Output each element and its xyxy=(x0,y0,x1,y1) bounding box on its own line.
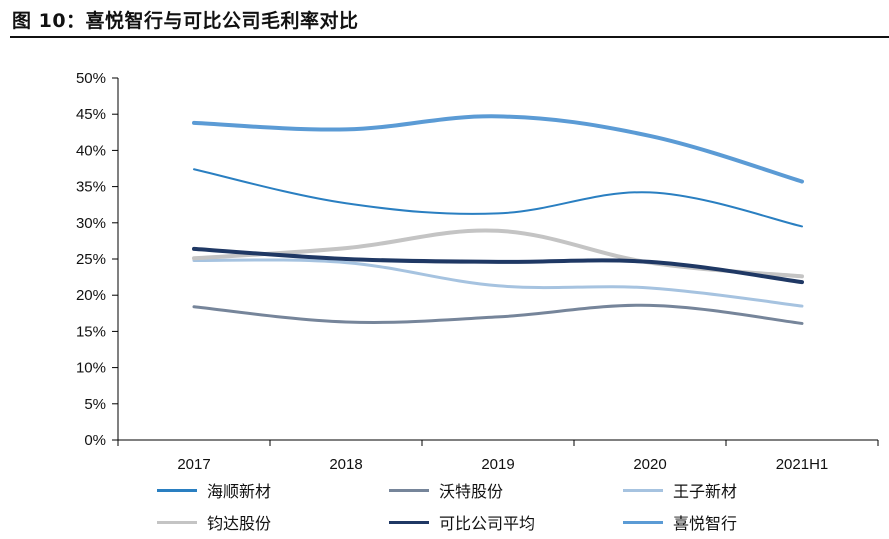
y-tick-label: 50% xyxy=(76,70,106,87)
legend-label: 海顺新材 xyxy=(207,482,272,501)
legend-swatch xyxy=(157,520,197,524)
legend-swatch xyxy=(389,488,429,492)
series-line-6 xyxy=(192,114,804,184)
legend-swatch xyxy=(623,520,663,524)
series-line-2 xyxy=(192,303,804,325)
x-tick-label: 2017 xyxy=(177,456,210,473)
legend-swatch xyxy=(157,488,197,492)
series-line-3 xyxy=(192,258,804,308)
legend-label: 王子新材 xyxy=(673,482,738,501)
series-line-1 xyxy=(193,168,803,228)
legend-label: 钧达股份 xyxy=(207,514,272,533)
legend-item: 钧达股份 xyxy=(157,511,271,533)
legend-item: 可比公司平均 xyxy=(389,511,535,533)
x-tick-label: 2021H1 xyxy=(776,456,829,473)
legend-item: 王子新材 xyxy=(623,479,737,501)
y-tick-label: 25% xyxy=(76,251,106,268)
y-tick-label: 10% xyxy=(76,360,106,377)
y-tick-label: 30% xyxy=(76,215,106,232)
legend-swatch xyxy=(389,520,429,524)
x-tick-label: 2018 xyxy=(329,456,362,473)
x-tick-label: 2019 xyxy=(481,456,514,473)
series-line-5 xyxy=(192,246,804,285)
x-tick-label: 2020 xyxy=(633,456,666,473)
y-tick-label: 15% xyxy=(76,323,106,340)
legend-item: 海顺新材 xyxy=(157,479,271,501)
y-tick-label: 5% xyxy=(84,396,106,413)
legend-label: 沃特股份 xyxy=(439,482,504,501)
title-divider xyxy=(10,36,889,38)
legend-label: 可比公司平均 xyxy=(439,514,536,533)
legend-swatch xyxy=(623,488,663,492)
y-tick-label: 35% xyxy=(76,179,106,196)
y-tick-label: 45% xyxy=(76,106,106,123)
y-tick-label: 0% xyxy=(84,432,106,449)
chart-title: 图 10：喜悦智行与可比公司毛利率对比 xyxy=(12,10,359,32)
y-tick-label: 20% xyxy=(76,287,106,304)
legend-item: 沃特股份 xyxy=(389,479,503,501)
legend-label: 喜悦智行 xyxy=(673,514,738,533)
legend-item: 喜悦智行 xyxy=(623,511,737,533)
y-tick-label: 40% xyxy=(76,142,106,159)
